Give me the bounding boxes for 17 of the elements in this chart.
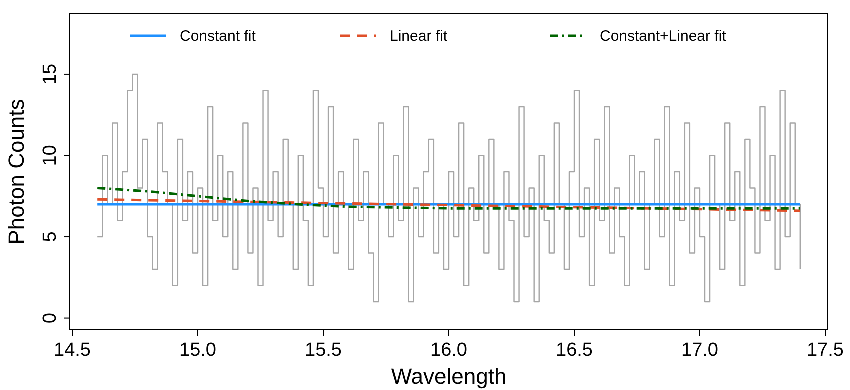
- y-axis-title: Photon Counts: [4, 99, 29, 245]
- x-tick-label: 17.0: [682, 340, 718, 361]
- x-tick-label: 14.5: [54, 340, 91, 361]
- line-series: [96, 187, 802, 210]
- x-tick-label: 17.5: [807, 340, 844, 361]
- y-tick-label: 5: [40, 232, 61, 242]
- legend-label: Constant fit: [180, 28, 257, 45]
- legend-label: Constant+Linear fit: [600, 28, 728, 45]
- x-tick-label: 16.0: [430, 340, 468, 361]
- x-tick-label: 16.5: [556, 340, 593, 361]
- x-tick-label: 15.5: [305, 340, 342, 361]
- x-tick-label: 15.0: [180, 340, 216, 361]
- y-tick-label: 10: [40, 145, 61, 166]
- y-tick-label: 0: [40, 313, 61, 324]
- legend-label: Linear fit: [390, 28, 448, 45]
- y-tick-label: 15: [40, 64, 61, 86]
- x-axis-title: Wavelength: [391, 364, 507, 389]
